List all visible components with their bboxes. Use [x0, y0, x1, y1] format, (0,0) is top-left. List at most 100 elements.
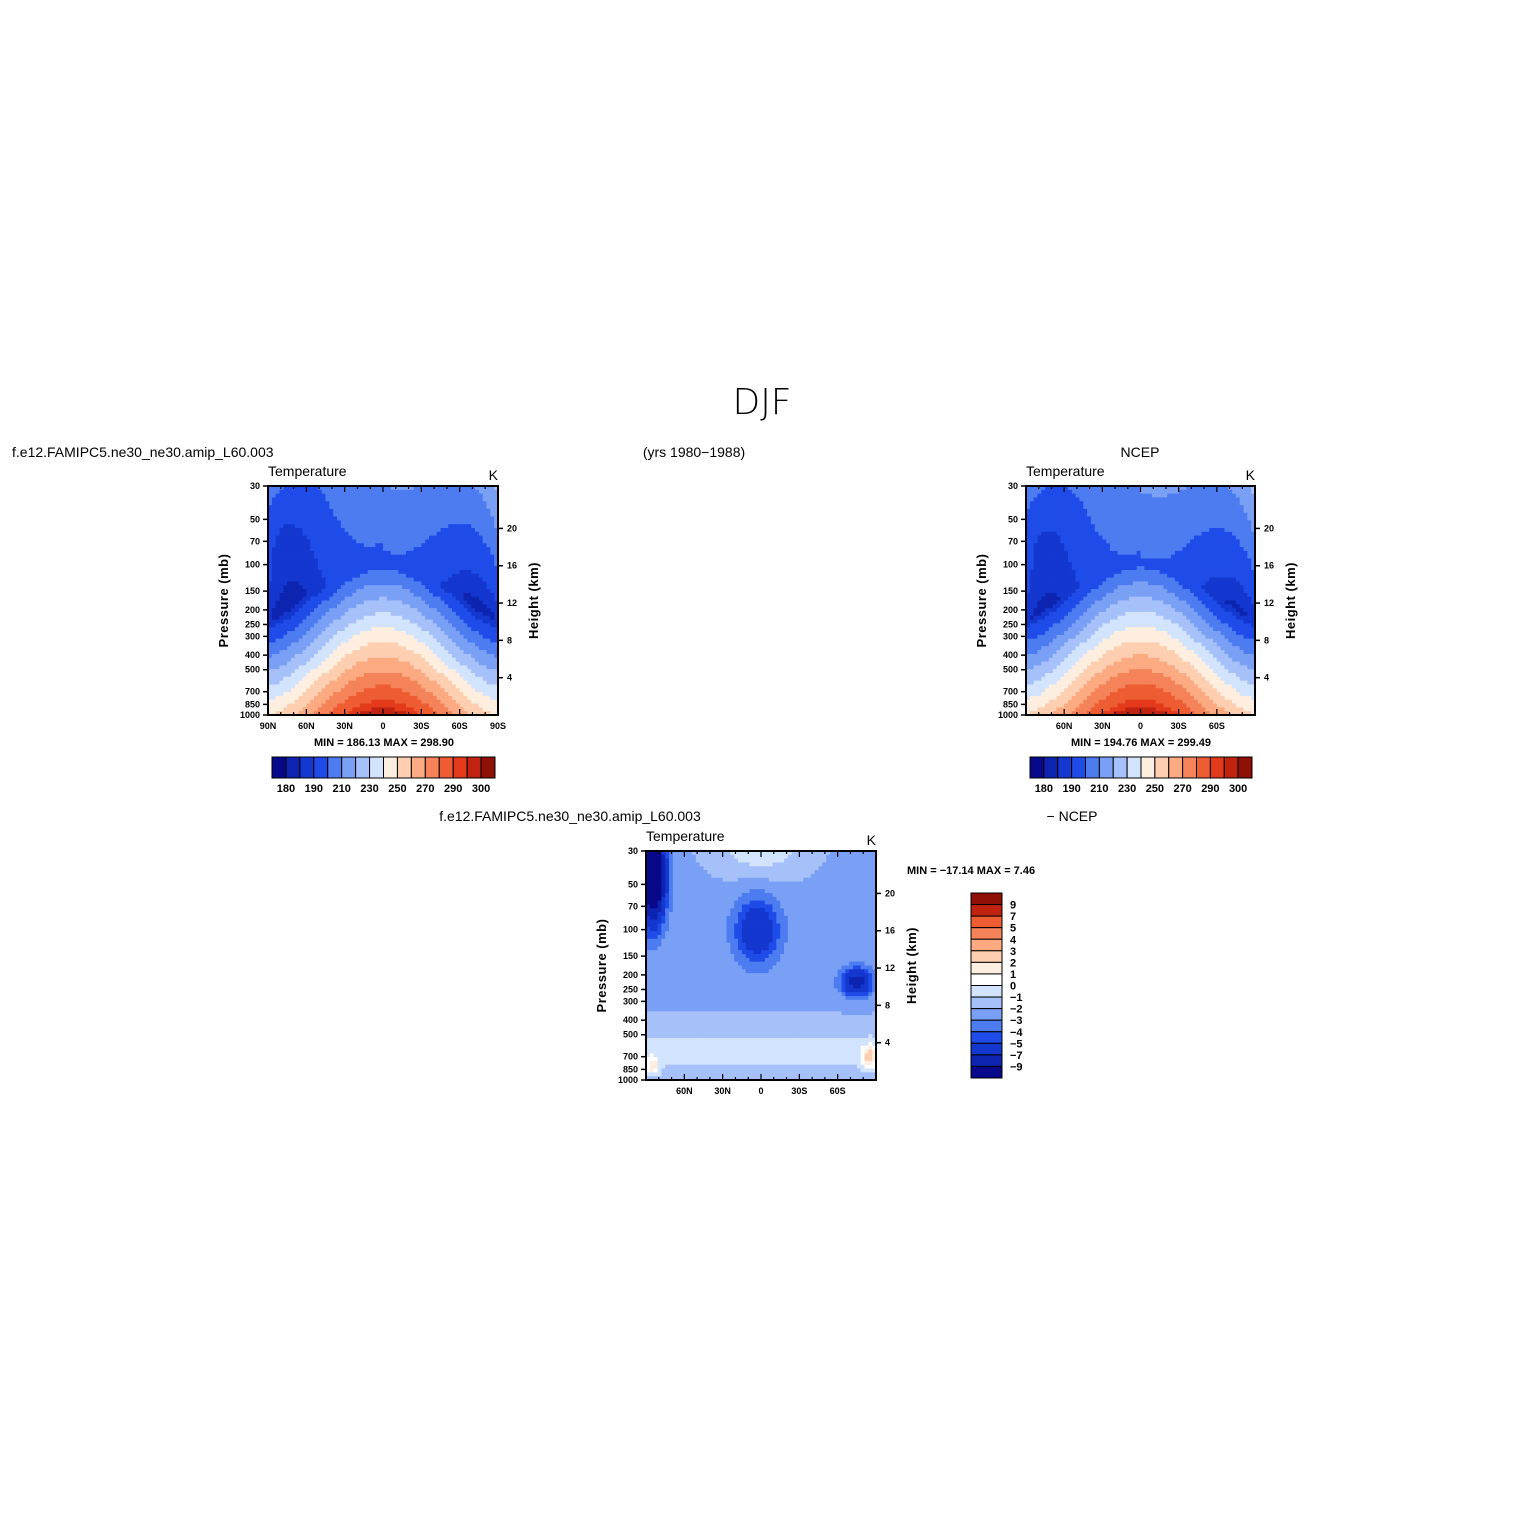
contour-cell	[363, 611, 369, 617]
contour-cell	[1159, 527, 1164, 533]
contour-cell	[490, 707, 495, 712]
contour-cell	[1129, 535, 1134, 541]
contour-cell	[1090, 493, 1096, 499]
contour-cell	[348, 512, 353, 518]
contour-cell	[440, 543, 445, 548]
contour-cell	[394, 604, 399, 609]
contour-cell	[402, 673, 407, 678]
contour-cell	[1167, 562, 1172, 567]
contour-cell	[1140, 535, 1145, 541]
contour-cell	[482, 501, 488, 506]
contour-cell	[1232, 531, 1237, 537]
contour-cell	[325, 711, 330, 716]
contour-cell	[1075, 505, 1081, 510]
colorbar-label: 210	[333, 783, 351, 795]
contour-cell	[329, 676, 334, 682]
contour-cell	[440, 695, 445, 701]
contour-cell	[329, 508, 334, 514]
contour-cell	[390, 543, 396, 548]
contour-cell	[425, 634, 430, 640]
contour-cell	[363, 707, 369, 712]
contour-cell	[1109, 520, 1115, 525]
contour-cell	[1251, 489, 1256, 495]
contour-cell	[314, 501, 319, 506]
contour-cell	[1151, 508, 1157, 514]
contour-cell	[1235, 524, 1241, 529]
contour-cell	[1052, 489, 1058, 495]
contour-cell	[390, 512, 396, 518]
contour-cell	[1228, 543, 1233, 548]
contour-cell	[314, 589, 319, 594]
contour-cell	[287, 589, 292, 594]
contour-cell	[275, 589, 281, 594]
contour-cell	[302, 489, 307, 495]
contour-cell	[283, 661, 288, 666]
contour-cell	[440, 489, 445, 495]
contour-cell	[1247, 547, 1252, 552]
contour-cell	[386, 489, 392, 495]
contour-cell	[1098, 531, 1103, 537]
contour-cell	[1098, 524, 1103, 529]
contour-cell	[1213, 512, 1218, 518]
contour-cell	[314, 646, 319, 651]
contour-cell	[302, 497, 307, 502]
contour-cell	[302, 512, 307, 518]
contour-cell	[1186, 558, 1191, 563]
contour-cell	[271, 680, 277, 686]
contour-cell	[482, 669, 488, 674]
contour-cell	[321, 539, 327, 544]
contour-cell	[1182, 486, 1187, 491]
contour-cell	[471, 638, 476, 644]
contour-cell	[1132, 497, 1138, 502]
contour-cell	[1029, 497, 1035, 502]
contour-cell	[356, 699, 361, 705]
contour-cell	[475, 608, 480, 613]
contour-cell	[436, 611, 442, 617]
contour-cell	[1174, 558, 1180, 563]
contour-cell	[306, 573, 311, 579]
contour-cell	[398, 562, 403, 567]
contour-cell	[432, 524, 438, 529]
contour-cell	[1182, 562, 1187, 567]
contour-cell	[291, 611, 296, 617]
contour-cell	[287, 692, 292, 697]
contour-cell	[1041, 566, 1046, 571]
contour-cell	[406, 543, 411, 548]
contour-cell	[1064, 512, 1069, 518]
contour-cell	[271, 512, 277, 518]
contour-cell	[1083, 562, 1088, 567]
contour-cell	[298, 653, 304, 659]
contour-cell	[371, 531, 376, 537]
contour-cell	[1109, 505, 1115, 510]
contour-cell	[417, 653, 422, 659]
contour-cell	[314, 684, 319, 689]
contour-cell	[1190, 547, 1195, 552]
contour-cell	[1190, 489, 1195, 495]
contour-cell	[317, 627, 323, 632]
contour-cell	[325, 665, 330, 670]
contour-cell	[429, 711, 434, 716]
contour-cell	[333, 665, 338, 670]
contour-cell	[329, 554, 334, 560]
contour-cell	[287, 527, 292, 533]
contour-cell	[268, 619, 273, 624]
contour-cell	[310, 547, 315, 552]
contour-cell	[429, 623, 434, 628]
contour-cell	[363, 615, 369, 621]
contour-cell	[394, 592, 399, 598]
contour-cell	[398, 631, 403, 636]
contour-cell	[310, 623, 315, 628]
contour-cell	[413, 703, 419, 708]
contour-cell	[344, 486, 350, 491]
contour-cell	[475, 585, 480, 590]
contour-cell	[1087, 558, 1092, 563]
contour-cell	[417, 501, 422, 506]
contour-cell	[417, 493, 422, 499]
contour-cell	[329, 692, 334, 697]
contour-cell	[490, 554, 495, 560]
contour-cell	[448, 615, 453, 621]
contour-cell	[482, 653, 488, 659]
contour-cell	[1247, 508, 1252, 514]
contour-cell	[1064, 505, 1069, 510]
contour-cell	[425, 631, 430, 636]
